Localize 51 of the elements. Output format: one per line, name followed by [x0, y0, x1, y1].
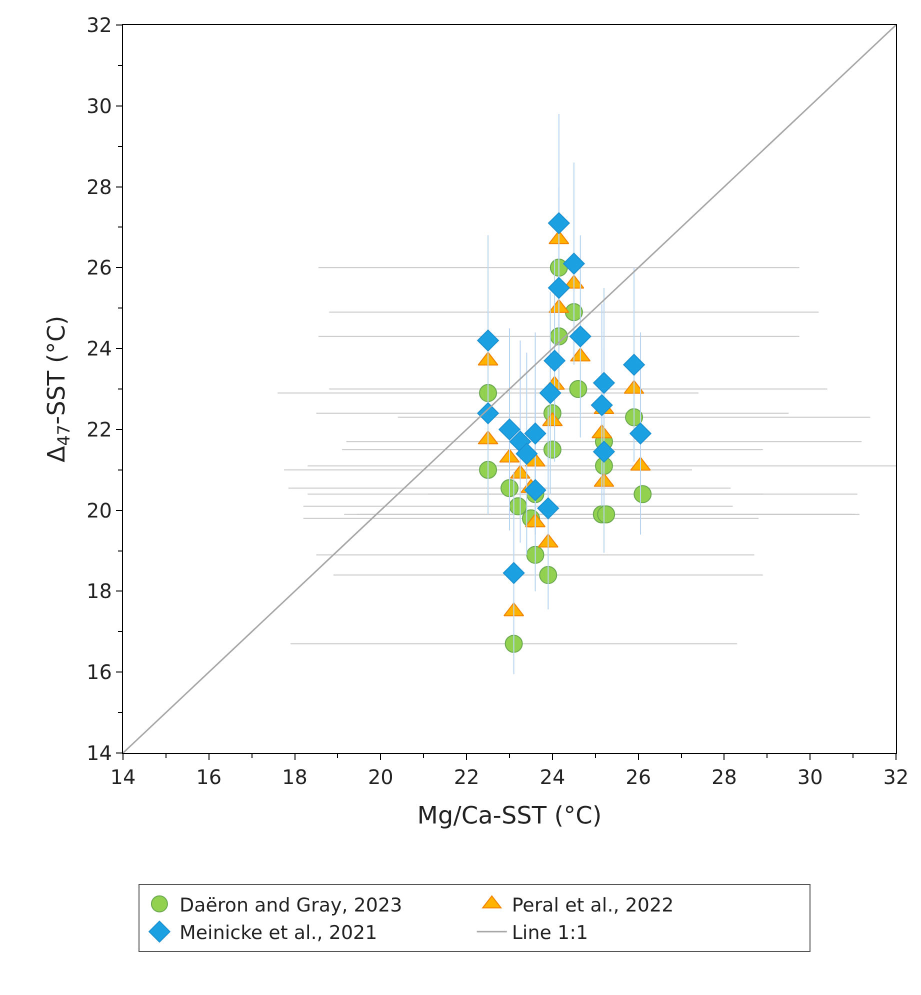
legend-label: Meinicke et al., 2021: [179, 922, 378, 944]
point: [479, 384, 498, 402]
y-tick-label: 28: [86, 174, 112, 199]
point: [563, 252, 585, 275]
point: [597, 505, 616, 524]
y-tick-label: 20: [86, 498, 112, 522]
point: [630, 422, 652, 444]
point: [548, 276, 570, 299]
x-tick-label: 14: [110, 765, 136, 789]
x-tick-label: 26: [626, 765, 652, 789]
legend-label: Peral et al., 2022: [512, 894, 674, 916]
x-tick-label: 22: [454, 765, 480, 789]
point: [539, 382, 562, 404]
x-tick-label: 28: [711, 765, 737, 789]
y-tick-label: 32: [86, 13, 112, 37]
y-tick-label: 30: [86, 94, 112, 118]
legend-label: Line 1:1: [512, 922, 588, 944]
legend-label: Daëron and Gray, 2023: [179, 894, 402, 916]
point: [526, 546, 544, 564]
point: [634, 485, 652, 504]
point: [479, 460, 498, 479]
x-tick-label: 18: [282, 765, 308, 789]
x-tick-label: 30: [797, 765, 823, 789]
x-tick-label: 32: [883, 765, 909, 789]
point: [569, 380, 588, 398]
point: [504, 634, 523, 653]
x-tick-label: 16: [196, 765, 222, 789]
x-tick-label: 20: [368, 765, 394, 789]
y-tick-label: 16: [86, 660, 112, 684]
y-tick-label: 24: [86, 336, 112, 361]
x-tick-label: 24: [540, 765, 566, 789]
point: [569, 326, 592, 348]
x-axis-title: Mg/Ca-SST (°C): [417, 801, 602, 830]
point: [498, 418, 520, 440]
y-tick-label: 26: [86, 256, 112, 280]
point: [548, 212, 570, 234]
point: [524, 479, 546, 502]
point: [544, 350, 566, 372]
y-tick-label: 14: [86, 741, 112, 765]
point: [593, 372, 615, 394]
point: [502, 562, 525, 584]
point: [590, 394, 613, 416]
point: [537, 497, 560, 520]
point: [623, 354, 645, 376]
point: [593, 440, 615, 463]
point: [539, 566, 558, 584]
point: [477, 330, 499, 352]
point: [524, 422, 546, 444]
y-tick-label: 18: [86, 579, 112, 604]
y-tick-label: 22: [86, 417, 112, 442]
point: [516, 442, 538, 465]
